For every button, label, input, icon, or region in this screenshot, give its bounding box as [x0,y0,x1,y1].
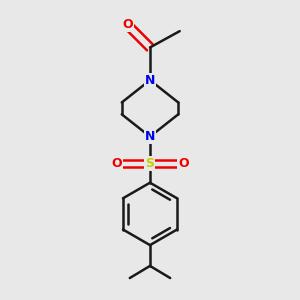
Text: O: O [122,18,133,31]
Text: S: S [146,157,154,170]
Text: O: O [111,157,122,170]
Text: N: N [145,130,155,143]
Text: N: N [145,74,155,87]
Text: O: O [178,157,189,170]
